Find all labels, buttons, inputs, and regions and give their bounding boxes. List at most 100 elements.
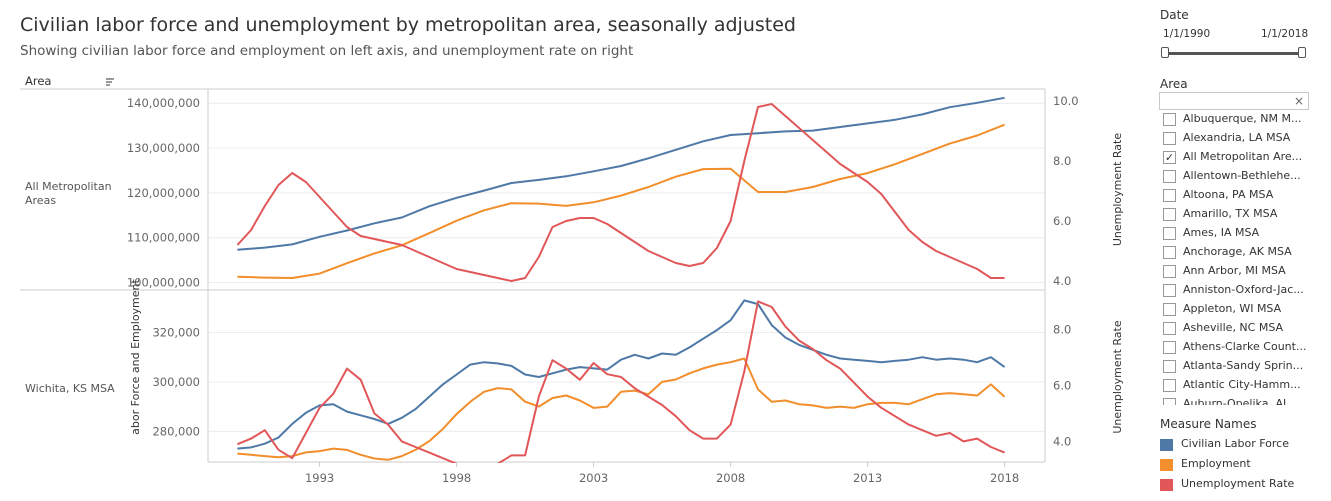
checkbox[interactable] bbox=[1163, 341, 1176, 354]
legend-label: Unemployment Rate bbox=[1181, 477, 1295, 490]
area-list-item[interactable]: Albuquerque, NM M... bbox=[1163, 110, 1323, 129]
area-list-item-label: Ann Arbor, MI MSA bbox=[1183, 264, 1286, 277]
date-slider-start-handle[interactable] bbox=[1161, 47, 1169, 58]
legend-title: Measure Names bbox=[1160, 417, 1257, 431]
x-tick-label: 1998 bbox=[442, 471, 471, 485]
area-list-item-label: Albuquerque, NM M... bbox=[1183, 112, 1302, 125]
area-list-item-label: Allentown-Bethlehe... bbox=[1183, 169, 1301, 182]
series-line-unemployment-rate[interactable] bbox=[236, 103, 1005, 282]
area-list-item[interactable]: Anchorage, AK MSA bbox=[1163, 243, 1323, 262]
chart-title: Civilian labor force and unemployment by… bbox=[20, 14, 796, 36]
sort-icon[interactable] bbox=[106, 78, 114, 86]
area-list[interactable]: Albuquerque, NM M... Alexandria, LA MSA ✓ A… bbox=[1163, 110, 1323, 405]
left-axis-title: abor Force and Employment bbox=[129, 279, 142, 435]
checkbox[interactable] bbox=[1163, 265, 1176, 278]
series-line-employment[interactable] bbox=[237, 123, 1005, 279]
legend-swatch bbox=[1160, 439, 1173, 451]
checkbox[interactable] bbox=[1163, 379, 1176, 392]
checkbox-checked[interactable]: ✓ bbox=[1163, 151, 1176, 164]
area-list-item-label: Amarillo, TX MSA bbox=[1183, 207, 1278, 220]
row-label: Wichita, KS MSA bbox=[25, 382, 115, 395]
left-tick-label: 280,000 bbox=[152, 424, 200, 438]
right-axis-title: Unemployment Rate bbox=[1111, 320, 1124, 434]
left-tick-label: 320,000 bbox=[152, 326, 200, 340]
legend-swatch bbox=[1160, 459, 1173, 471]
panel-wichita: 280,000 300,000 320,000 4.0 6.0 8.0 Unemployme… bbox=[25, 279, 1124, 469]
series-line-civilian-labor-force[interactable] bbox=[237, 96, 1005, 251]
area-list-item-label: Asheville, NC MSA bbox=[1183, 321, 1284, 334]
checkbox[interactable] bbox=[1163, 303, 1176, 316]
panel-all-metro: 100,000,000 110,000,000 120,000,000 130,000… bbox=[25, 94, 1124, 290]
date-slider-end-handle[interactable] bbox=[1298, 47, 1306, 58]
x-axis-ticks: 1993 1998 2003 2008 2013 2018 bbox=[305, 462, 1019, 485]
right-axis-title: Unemployment Rate bbox=[1111, 133, 1124, 247]
area-list-item-label: Atlanta-Sandy Sprin... bbox=[1183, 359, 1304, 372]
area-list-item[interactable]: Amarillo, TX MSA bbox=[1163, 205, 1323, 224]
right-tick-label: 4.0 bbox=[1053, 274, 1071, 288]
area-list-item-label: Altoona, PA MSA bbox=[1183, 188, 1274, 201]
chart-area: Area 100,000,000 110,000,000 120,000,000 13… bbox=[20, 74, 1124, 485]
area-list-item[interactable]: Allentown-Bethlehe... bbox=[1163, 167, 1323, 186]
area-list-item[interactable]: Athens-Clarke Count... bbox=[1163, 338, 1323, 357]
x-tick-label: 2013 bbox=[853, 471, 882, 485]
left-tick-label: 300,000 bbox=[152, 375, 200, 389]
chart-subtitle: Showing civilian labor force and employm… bbox=[20, 43, 634, 59]
date-start-label: 1/1/1990 bbox=[1163, 28, 1211, 40]
left-tick-label: 110,000,000 bbox=[127, 231, 200, 245]
checkbox[interactable] bbox=[1163, 227, 1176, 240]
row-header-label: Area bbox=[25, 74, 51, 88]
checkbox[interactable] bbox=[1163, 360, 1176, 373]
area-list-item[interactable]: Ann Arbor, MI MSA bbox=[1163, 262, 1323, 281]
checkbox[interactable] bbox=[1163, 398, 1176, 405]
clear-icon[interactable]: × bbox=[1293, 94, 1304, 108]
area-list-item[interactable]: ✓ All Metropolitan Are... bbox=[1163, 148, 1323, 167]
area-list-item-label: Auburn-Opelika, AL bbox=[1183, 397, 1290, 405]
date-end-label: 1/1/2018 bbox=[1261, 28, 1309, 40]
checkbox[interactable] bbox=[1163, 208, 1176, 221]
area-filter-title: Area bbox=[1160, 77, 1188, 91]
checkbox[interactable] bbox=[1163, 189, 1176, 202]
series-line-unemployment-rate[interactable] bbox=[237, 300, 1005, 469]
x-tick-label: 2003 bbox=[579, 471, 608, 485]
checkbox[interactable] bbox=[1163, 132, 1176, 145]
x-tick-label: 1993 bbox=[305, 471, 334, 485]
area-list-item-label: Anchorage, AK MSA bbox=[1183, 245, 1292, 258]
checkbox[interactable] bbox=[1163, 113, 1176, 126]
legend-label: Civilian Labor Force bbox=[1181, 437, 1289, 450]
area-list-item-label: Athens-Clarke Count... bbox=[1183, 340, 1307, 353]
x-tick-label: 2018 bbox=[990, 471, 1019, 485]
left-tick-label: 130,000,000 bbox=[127, 141, 200, 155]
right-tick-label: 4.0 bbox=[1053, 434, 1071, 448]
area-list-item[interactable]: Anniston-Oxford-Jac... bbox=[1163, 281, 1323, 300]
area-list-item-label: Ames, IA MSA bbox=[1183, 226, 1260, 239]
x-tick-label: 2008 bbox=[716, 471, 745, 485]
right-tick-label: 6.0 bbox=[1053, 378, 1071, 392]
area-list-item[interactable]: Atlantic City-Hamm... bbox=[1163, 376, 1323, 395]
right-tick-label: 8.0 bbox=[1053, 322, 1071, 336]
right-tick-label: 8.0 bbox=[1053, 154, 1071, 168]
left-tick-label: 140,000,000 bbox=[127, 96, 200, 110]
area-list-item-label: All Metropolitan Are... bbox=[1183, 150, 1303, 163]
checkbox[interactable] bbox=[1163, 246, 1176, 259]
area-list-item[interactable]: Alexandria, LA MSA bbox=[1163, 129, 1323, 148]
area-list-item[interactable]: Appleton, WI MSA bbox=[1163, 300, 1323, 319]
area-list-item[interactable]: Atlanta-Sandy Sprin... bbox=[1163, 357, 1323, 376]
area-search-input[interactable]: × bbox=[1159, 92, 1309, 110]
area-list-item[interactable]: Ames, IA MSA bbox=[1163, 224, 1323, 243]
date-filter-title: Date bbox=[1160, 8, 1189, 22]
area-list-item[interactable]: Asheville, NC MSA bbox=[1163, 319, 1323, 338]
area-list-item[interactable]: Altoona, PA MSA bbox=[1163, 186, 1323, 205]
right-tick-label: 6.0 bbox=[1053, 214, 1071, 228]
checkbox[interactable] bbox=[1163, 322, 1176, 335]
left-tick-label: 100,000,000 bbox=[127, 276, 200, 290]
series-line-civilian-labor-force[interactable] bbox=[237, 299, 1006, 450]
area-list-item-label: Anniston-Oxford-Jac... bbox=[1183, 283, 1304, 296]
left-tick-label: 120,000,000 bbox=[127, 186, 200, 200]
right-tick-label: 10.0 bbox=[1053, 94, 1079, 108]
checkbox[interactable] bbox=[1163, 170, 1176, 183]
legend-swatch bbox=[1160, 479, 1173, 491]
legend-label: Employment bbox=[1181, 457, 1251, 470]
date-slider-track[interactable] bbox=[1166, 52, 1302, 55]
checkbox[interactable] bbox=[1163, 284, 1176, 297]
area-list-item[interactable]: Auburn-Opelika, AL bbox=[1163, 395, 1323, 405]
